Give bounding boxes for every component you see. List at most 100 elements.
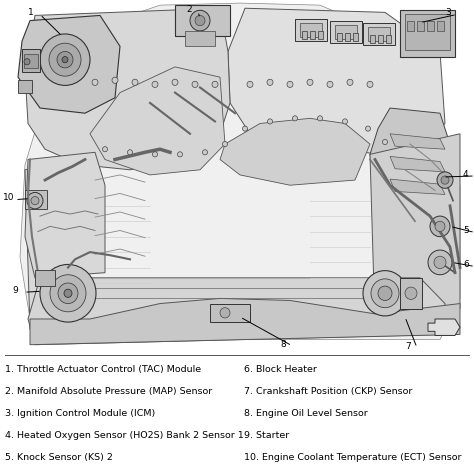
Circle shape — [202, 150, 208, 155]
Polygon shape — [428, 319, 460, 336]
Circle shape — [50, 275, 86, 312]
Circle shape — [177, 152, 182, 157]
Bar — [353, 33, 358, 41]
Circle shape — [49, 43, 81, 76]
Bar — [400, 10, 455, 57]
Polygon shape — [20, 3, 460, 339]
Circle shape — [195, 15, 205, 26]
Circle shape — [152, 81, 158, 88]
Text: 2. Manifold Absolute Pressure (MAP) Sensor: 2. Manifold Absolute Pressure (MAP) Sens… — [5, 387, 212, 396]
Bar — [302, 31, 307, 39]
Circle shape — [434, 256, 446, 268]
Polygon shape — [28, 278, 445, 345]
Polygon shape — [390, 179, 445, 195]
Circle shape — [437, 172, 453, 188]
Circle shape — [430, 216, 450, 237]
Polygon shape — [370, 108, 455, 216]
Circle shape — [112, 77, 118, 83]
Polygon shape — [220, 119, 370, 185]
Bar — [386, 35, 391, 43]
Text: 9: 9 — [12, 286, 18, 295]
Circle shape — [243, 126, 247, 131]
Bar — [405, 14, 450, 50]
Circle shape — [383, 139, 388, 145]
Bar — [25, 190, 47, 209]
Circle shape — [365, 126, 371, 131]
Circle shape — [378, 286, 392, 300]
Circle shape — [441, 176, 449, 184]
Polygon shape — [370, 134, 460, 324]
Circle shape — [363, 271, 407, 316]
Circle shape — [307, 79, 313, 85]
Text: 6. Block Heater: 6. Block Heater — [244, 365, 317, 374]
Bar — [337, 33, 342, 41]
Circle shape — [190, 10, 210, 31]
Polygon shape — [228, 8, 445, 154]
Bar — [24, 53, 38, 68]
Bar — [330, 20, 362, 43]
Bar — [417, 20, 424, 31]
Bar — [35, 269, 55, 286]
Circle shape — [132, 79, 138, 85]
Bar — [300, 23, 322, 37]
Text: 4. Heated Oxygen Sensor (HO2S) Bank 2 Sensor 1: 4. Heated Oxygen Sensor (HO2S) Bank 2 Se… — [5, 431, 244, 440]
Text: 4: 4 — [463, 170, 469, 179]
Bar — [295, 19, 327, 41]
Polygon shape — [25, 159, 90, 329]
Polygon shape — [390, 134, 445, 149]
Text: 10. Engine Coolant Temperature (ECT) Sensor: 10. Engine Coolant Temperature (ECT) Sen… — [244, 453, 462, 462]
Text: 1. Throttle Actuator Control (TAC) Module: 1. Throttle Actuator Control (TAC) Modul… — [5, 365, 201, 374]
Circle shape — [27, 192, 43, 209]
Polygon shape — [390, 157, 445, 172]
Circle shape — [428, 250, 452, 275]
Circle shape — [292, 116, 298, 121]
Bar — [18, 80, 32, 93]
Text: 3. Ignition Control Module (ICM): 3. Ignition Control Module (ICM) — [5, 409, 155, 418]
Circle shape — [367, 81, 373, 88]
Text: 2: 2 — [186, 5, 191, 14]
Bar — [22, 50, 40, 72]
Bar — [378, 35, 383, 43]
Circle shape — [102, 147, 108, 152]
Text: 5. Knock Sensor (KS) 2: 5. Knock Sensor (KS) 2 — [5, 453, 113, 462]
Circle shape — [222, 141, 228, 147]
Bar — [318, 31, 323, 39]
Circle shape — [153, 152, 157, 157]
Text: 9. Starter: 9. Starter — [244, 431, 289, 440]
Circle shape — [405, 287, 417, 299]
Circle shape — [40, 265, 96, 322]
Polygon shape — [25, 152, 105, 278]
Circle shape — [318, 116, 322, 121]
Circle shape — [371, 279, 399, 307]
Text: 8. Engine Oil Level Sensor: 8. Engine Oil Level Sensor — [244, 409, 368, 418]
Circle shape — [64, 289, 72, 298]
Text: 7: 7 — [405, 342, 411, 351]
Text: 8: 8 — [280, 339, 286, 348]
Bar — [185, 31, 215, 46]
Bar — [310, 31, 315, 39]
Circle shape — [24, 59, 30, 65]
Circle shape — [62, 57, 68, 63]
Circle shape — [57, 51, 73, 68]
Text: 7. Crankshaft Position (CKP) Sensor: 7. Crankshaft Position (CKP) Sensor — [244, 387, 412, 396]
Circle shape — [58, 283, 78, 304]
Circle shape — [343, 119, 347, 124]
Bar — [175, 5, 230, 36]
Polygon shape — [30, 298, 460, 345]
Circle shape — [267, 119, 273, 124]
Circle shape — [40, 34, 90, 85]
Bar — [335, 25, 357, 39]
Bar — [427, 20, 434, 31]
Bar — [400, 278, 422, 309]
Text: 6: 6 — [463, 260, 469, 269]
Circle shape — [435, 221, 445, 231]
Bar — [363, 23, 395, 45]
Circle shape — [347, 79, 353, 85]
Circle shape — [192, 81, 198, 88]
Polygon shape — [90, 67, 225, 175]
Bar — [370, 35, 375, 43]
Text: 3: 3 — [445, 8, 451, 17]
Circle shape — [247, 81, 253, 88]
Bar — [407, 20, 414, 31]
Text: 1: 1 — [28, 8, 34, 17]
